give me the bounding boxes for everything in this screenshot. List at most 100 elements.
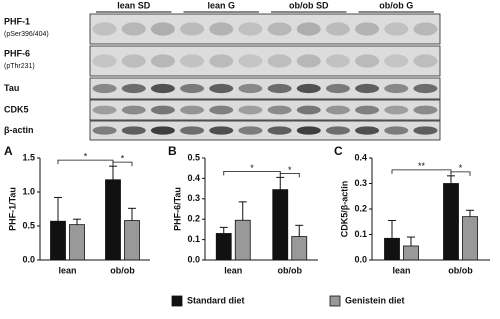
blot-row-label: CDK5 bbox=[4, 104, 29, 114]
blot-band bbox=[150, 126, 175, 135]
blot-band bbox=[413, 22, 438, 36]
blot-band bbox=[296, 126, 321, 135]
blot-band bbox=[384, 54, 409, 68]
blot-band bbox=[180, 83, 205, 94]
y-axis-label: PHF-1/Tau bbox=[7, 187, 17, 231]
blot-band bbox=[92, 83, 117, 94]
blot-band bbox=[92, 54, 117, 68]
blot-band bbox=[267, 54, 292, 68]
significance-label: * bbox=[288, 165, 292, 175]
blot-band bbox=[296, 54, 321, 68]
blot-band bbox=[325, 126, 350, 135]
significance-label: * bbox=[250, 163, 254, 173]
blot-band bbox=[384, 105, 409, 115]
y-tick-label: 0.1 bbox=[354, 229, 367, 239]
blot-band bbox=[180, 105, 205, 115]
y-axis-label: CDK5/β-actin bbox=[339, 181, 349, 238]
blot-band bbox=[384, 22, 409, 36]
bar bbox=[215, 233, 232, 261]
blot-band bbox=[296, 105, 321, 115]
blot-band bbox=[355, 105, 380, 115]
blot-band bbox=[121, 22, 146, 36]
bar bbox=[124, 220, 140, 261]
y-tick-label: 1.0 bbox=[22, 186, 35, 196]
blot-band bbox=[150, 105, 175, 115]
y-tick-label: 0.3 bbox=[187, 193, 200, 203]
significance-label: * bbox=[459, 163, 463, 173]
legend-swatch bbox=[171, 295, 183, 307]
blot-band bbox=[209, 54, 234, 68]
blot-band bbox=[209, 83, 234, 94]
blot-band bbox=[267, 83, 292, 94]
blot-band bbox=[325, 54, 350, 68]
blot-band bbox=[180, 126, 205, 135]
blot-band bbox=[267, 105, 292, 115]
x-tick-label: lean bbox=[224, 265, 242, 275]
blot-band bbox=[180, 22, 205, 36]
x-tick-label: lean bbox=[58, 265, 76, 275]
blot-band bbox=[209, 126, 234, 135]
blot-row-label: β-actin bbox=[4, 125, 34, 135]
blot-row-label: Tau bbox=[4, 83, 19, 93]
blot-band bbox=[238, 126, 263, 135]
blot-strip bbox=[89, 99, 441, 121]
blot-band bbox=[355, 126, 380, 135]
y-tick-label: 0.1 bbox=[187, 234, 200, 244]
x-tick-label: ob/ob bbox=[448, 265, 473, 275]
bar bbox=[50, 220, 66, 261]
blot-band bbox=[267, 126, 292, 135]
blot-band bbox=[150, 54, 175, 68]
significance-label: * bbox=[121, 154, 125, 164]
x-tick-label: ob/ob bbox=[278, 265, 303, 275]
blot-band bbox=[384, 83, 409, 94]
y-tick-label: 0.2 bbox=[187, 214, 200, 224]
blot-band bbox=[209, 105, 234, 115]
blot-band bbox=[92, 105, 117, 115]
lane-label: lean G bbox=[207, 0, 235, 10]
blot-strip bbox=[89, 77, 441, 100]
y-tick-label: 0.5 bbox=[187, 152, 200, 162]
lane-label: ob/ob G bbox=[379, 0, 413, 10]
significance-label: ** bbox=[418, 161, 426, 171]
y-tick-label: 0.5 bbox=[22, 220, 35, 230]
significance-bracket bbox=[279, 172, 300, 178]
lane-label: lean SD bbox=[117, 0, 151, 10]
legend-label: Genistein diet bbox=[345, 295, 405, 305]
blot-band bbox=[238, 105, 263, 115]
bar bbox=[384, 237, 400, 261]
bar bbox=[443, 183, 459, 261]
y-tick-label: 0.4 bbox=[187, 173, 200, 183]
blot-band bbox=[150, 83, 175, 94]
blot-band bbox=[355, 22, 380, 36]
blot-band bbox=[267, 22, 292, 36]
bar bbox=[403, 245, 419, 261]
panel-letter: A bbox=[4, 144, 13, 158]
y-tick-label: 0.0 bbox=[187, 254, 200, 264]
bar bbox=[69, 224, 85, 261]
y-tick-label: 0.4 bbox=[354, 152, 367, 162]
blot-band bbox=[150, 22, 175, 36]
blot-band bbox=[325, 83, 350, 94]
lane-label: ob/ob SD bbox=[289, 0, 329, 10]
blot-band bbox=[384, 126, 409, 135]
blot-strip bbox=[89, 45, 441, 77]
blot-band bbox=[413, 54, 438, 68]
legend-label: Standard diet bbox=[187, 295, 245, 305]
blot-band bbox=[238, 83, 263, 94]
significance-bracket bbox=[112, 161, 133, 167]
blot-band bbox=[92, 126, 117, 135]
blot-strip bbox=[89, 120, 441, 141]
blot-band bbox=[121, 54, 146, 68]
blot-band bbox=[121, 126, 146, 135]
panel-letter: C bbox=[334, 144, 343, 158]
blot-band bbox=[238, 22, 263, 36]
y-axis-label: PHF-6/Tau bbox=[172, 187, 182, 231]
y-tick-label: 0.0 bbox=[22, 254, 35, 264]
blot-row-sublabel: (pThr231) bbox=[4, 63, 35, 70]
blot-band bbox=[121, 105, 146, 115]
blot-band bbox=[92, 22, 117, 36]
blot-band bbox=[413, 126, 438, 135]
bar bbox=[105, 179, 121, 261]
legend-swatch bbox=[329, 295, 341, 307]
